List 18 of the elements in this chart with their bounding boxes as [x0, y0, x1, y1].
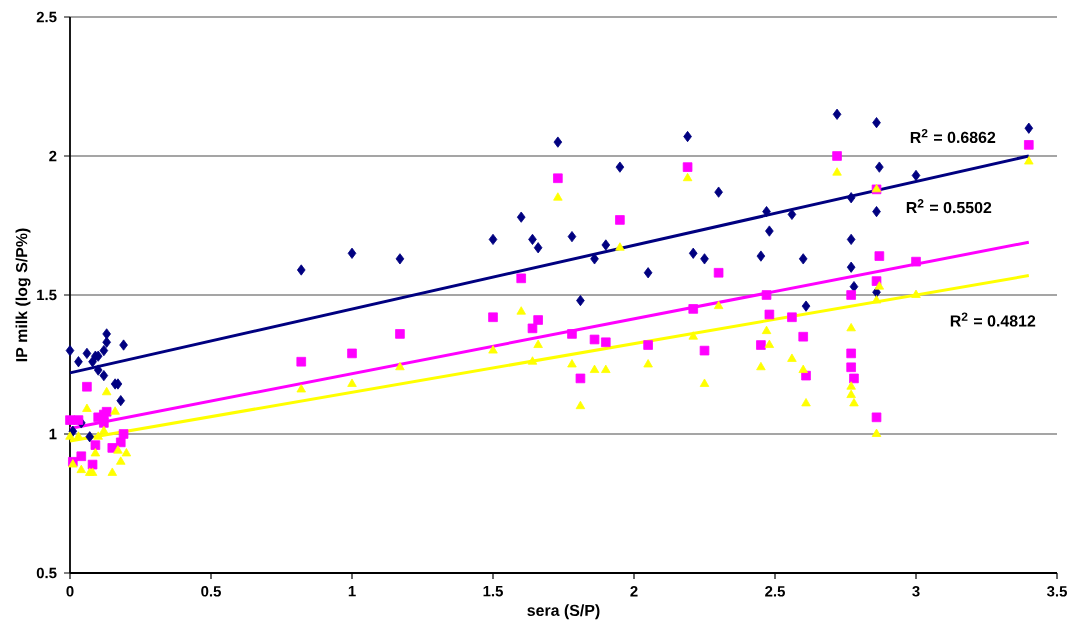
x-tick-label: 0 [66, 586, 74, 597]
y-axis-title: IP milk (log S/P%) [15, 228, 31, 362]
y-tick-label: 0.5 [36, 567, 57, 579]
annotation: R$^{2}$ = 0.5502 [906, 199, 992, 214]
x-tick-label: 1 [348, 586, 356, 597]
x-tick-label: 3 [912, 586, 920, 597]
x-tick-label: 0.5 [201, 586, 221, 597]
x-tick-label: 2.5 [765, 586, 785, 597]
y-tick-label: 2.5 [36, 11, 57, 23]
annotation: R$^{2}$ = 0.6862 [910, 128, 996, 144]
y-tick-label: 1 [49, 428, 57, 440]
annotation: R$^{2}$ = 0.4812 [950, 312, 1036, 327]
x-axis-title: sera (S/P) [527, 604, 600, 620]
x-tick-label: 2 [630, 586, 638, 597]
x-tick-label: 1.5 [483, 586, 503, 597]
y-tick-label: 1.5 [37, 289, 57, 301]
x-tick-label: 3.5 [1046, 586, 1067, 597]
y-tick-label: 2 [49, 150, 57, 162]
